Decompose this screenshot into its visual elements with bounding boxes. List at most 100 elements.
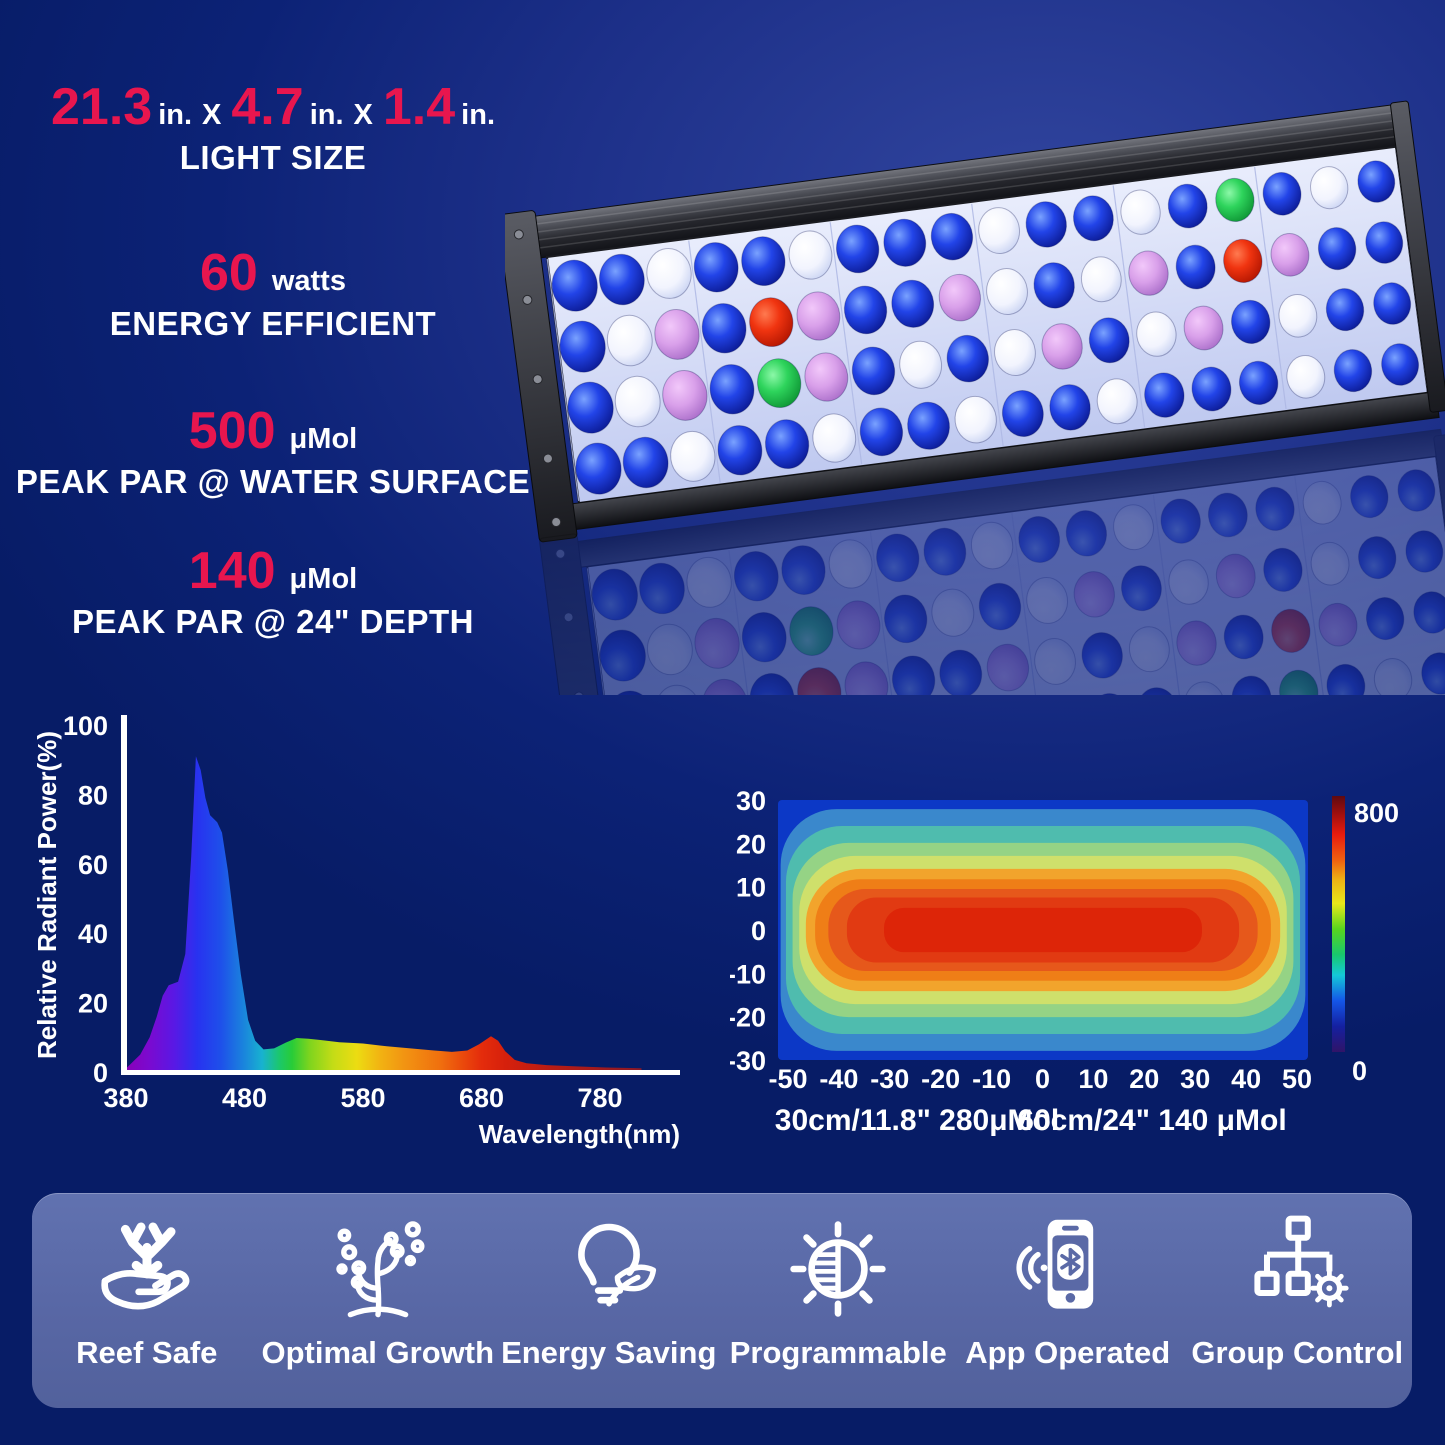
- feature-label: App Operated: [965, 1335, 1171, 1370]
- feature-group-control: Group Control: [1183, 1193, 1413, 1408]
- y-tick-label: 0: [751, 916, 766, 946]
- feature-label: Reef Safe: [76, 1335, 218, 1370]
- led-blue: [930, 212, 974, 261]
- par-caption-60cm: 60cm/24" 140 μMol: [1017, 1104, 1286, 1137]
- light-bar-group: [505, 100, 1445, 695]
- led-blue: [1033, 262, 1075, 309]
- par-surface-value: 500: [188, 402, 276, 460]
- led-white: [646, 247, 692, 299]
- led-pink: [662, 369, 708, 421]
- x-tick-label: 30: [1180, 1064, 1210, 1094]
- led-white: [1120, 189, 1161, 235]
- led-pink: [1128, 250, 1169, 296]
- led-blue: [701, 303, 747, 354]
- led-white: [1286, 354, 1326, 399]
- par-surface-spec: 500 μMol PEAK PAR @ WATER SURFACE: [8, 404, 538, 499]
- led-blue: [741, 236, 786, 287]
- led-green: [1215, 177, 1255, 222]
- feature-label: Optimal Growth: [261, 1335, 495, 1370]
- led-light-product-image: [505, 75, 1445, 695]
- led-white: [899, 340, 943, 389]
- par-surface-unit: μMol: [289, 423, 358, 455]
- led-blue: [1088, 317, 1130, 364]
- led-pink: [1041, 323, 1083, 370]
- y-tick-label: 20: [78, 989, 108, 1019]
- y-tick-label: 20: [736, 829, 766, 859]
- y-tick-label: 30: [736, 786, 766, 816]
- led-blue: [1262, 172, 1302, 216]
- led-pink: [1270, 233, 1310, 277]
- led-blue: [598, 253, 645, 306]
- features-band: Reef Safe Optimal Growth: [32, 1193, 1412, 1408]
- led-blue: [693, 242, 739, 293]
- led-blue: [883, 218, 927, 267]
- led-white: [1136, 311, 1177, 357]
- par-surface-caption: PEAK PAR @ WATER SURFACE: [15, 462, 531, 500]
- coral-hand-icon: [101, 1222, 190, 1310]
- x-tick-label: 20: [1129, 1064, 1159, 1094]
- wattage-caption: ENERGY EFFICIENT: [109, 304, 437, 342]
- size-dim1-unit: in.: [158, 99, 193, 131]
- y-tick-label: 100: [63, 711, 108, 741]
- led-white: [1096, 378, 1138, 425]
- led-blue: [891, 279, 935, 328]
- led-blue: [1175, 244, 1216, 290]
- led-white: [1278, 293, 1318, 338]
- y-tick-label: -10: [730, 959, 766, 989]
- par-depth-value: 140: [188, 542, 276, 600]
- bulb-leaf-icon: [577, 1223, 656, 1307]
- par-depth-line: 140 μMol: [18, 544, 528, 599]
- feature-app-operated: App Operated: [953, 1193, 1183, 1408]
- led-blue: [835, 224, 880, 274]
- led-blue: [1381, 343, 1420, 386]
- led-blue: [1231, 299, 1271, 344]
- x-tick-label: -20: [921, 1064, 960, 1094]
- led-white: [1080, 256, 1122, 303]
- feature-energy-saving: Energy Saving: [494, 1193, 724, 1408]
- feature-programmable: Programmable: [724, 1193, 954, 1408]
- led-blue: [1357, 160, 1396, 203]
- led-white: [670, 430, 716, 482]
- led-blue: [851, 346, 896, 396]
- led-pink: [654, 308, 700, 360]
- x-tick-label: -40: [819, 1064, 858, 1094]
- led-white: [788, 230, 833, 280]
- x-tick-label: 480: [222, 1083, 267, 1113]
- led-light-bar-graphic: [505, 100, 1445, 695]
- x-tick-label: 0: [1035, 1064, 1050, 1094]
- led-blue: [1365, 221, 1404, 264]
- led-blue: [1144, 372, 1185, 418]
- y-axis-title: Relative Radiant Power(%): [32, 731, 62, 1059]
- par-surface-line: 500 μMol: [8, 404, 538, 459]
- light-size-spec: 21.3 in. X 4.7 in. X 1.4 in. LIGHT SIZE: [18, 80, 528, 175]
- x-tick-label: 50: [1282, 1064, 1312, 1094]
- led-white: [994, 329, 1036, 376]
- led-blue: [764, 419, 810, 470]
- led-blue: [1317, 227, 1357, 271]
- feature-label: Programmable: [729, 1335, 947, 1370]
- x-tick-label: 580: [340, 1083, 385, 1113]
- led-pink: [1183, 305, 1224, 351]
- x-axis-title: Wavelength(nm): [479, 1119, 680, 1149]
- y-tick-label: 80: [78, 780, 108, 810]
- x-tick-label: 10: [1078, 1064, 1108, 1094]
- par-heatmap-chart: 30 20 10 0 -10 -20 -30 -50 -40 -30 -20 -10 0 10 20 30 40…: [730, 780, 1440, 1160]
- led-pink: [796, 291, 841, 341]
- spectrum-chart: 0 20 40 60 80 100 380 480 580 680 780 Relative Radi…: [30, 695, 710, 1155]
- par-depth-spec: 140 μMol PEAK PAR @ 24" DEPTH: [18, 544, 528, 639]
- led-white: [954, 395, 997, 444]
- wattage-spec: 60 watts ENERGY EFFICIENT: [18, 246, 528, 341]
- led-white: [978, 207, 1021, 255]
- phone-bluetooth-icon: [1016, 1219, 1093, 1309]
- par-depth-caption: PEAK PAR @ 24" DEPTH: [72, 602, 474, 640]
- led-white: [812, 413, 857, 463]
- y-tick-label: 10: [736, 873, 766, 903]
- led-blue: [1001, 390, 1044, 437]
- x-tick-label: 40: [1231, 1064, 1261, 1094]
- led-blue: [622, 436, 669, 489]
- size-separator-1: X: [202, 99, 222, 131]
- led-blue: [709, 364, 755, 415]
- x-tick-label: -10: [972, 1064, 1011, 1094]
